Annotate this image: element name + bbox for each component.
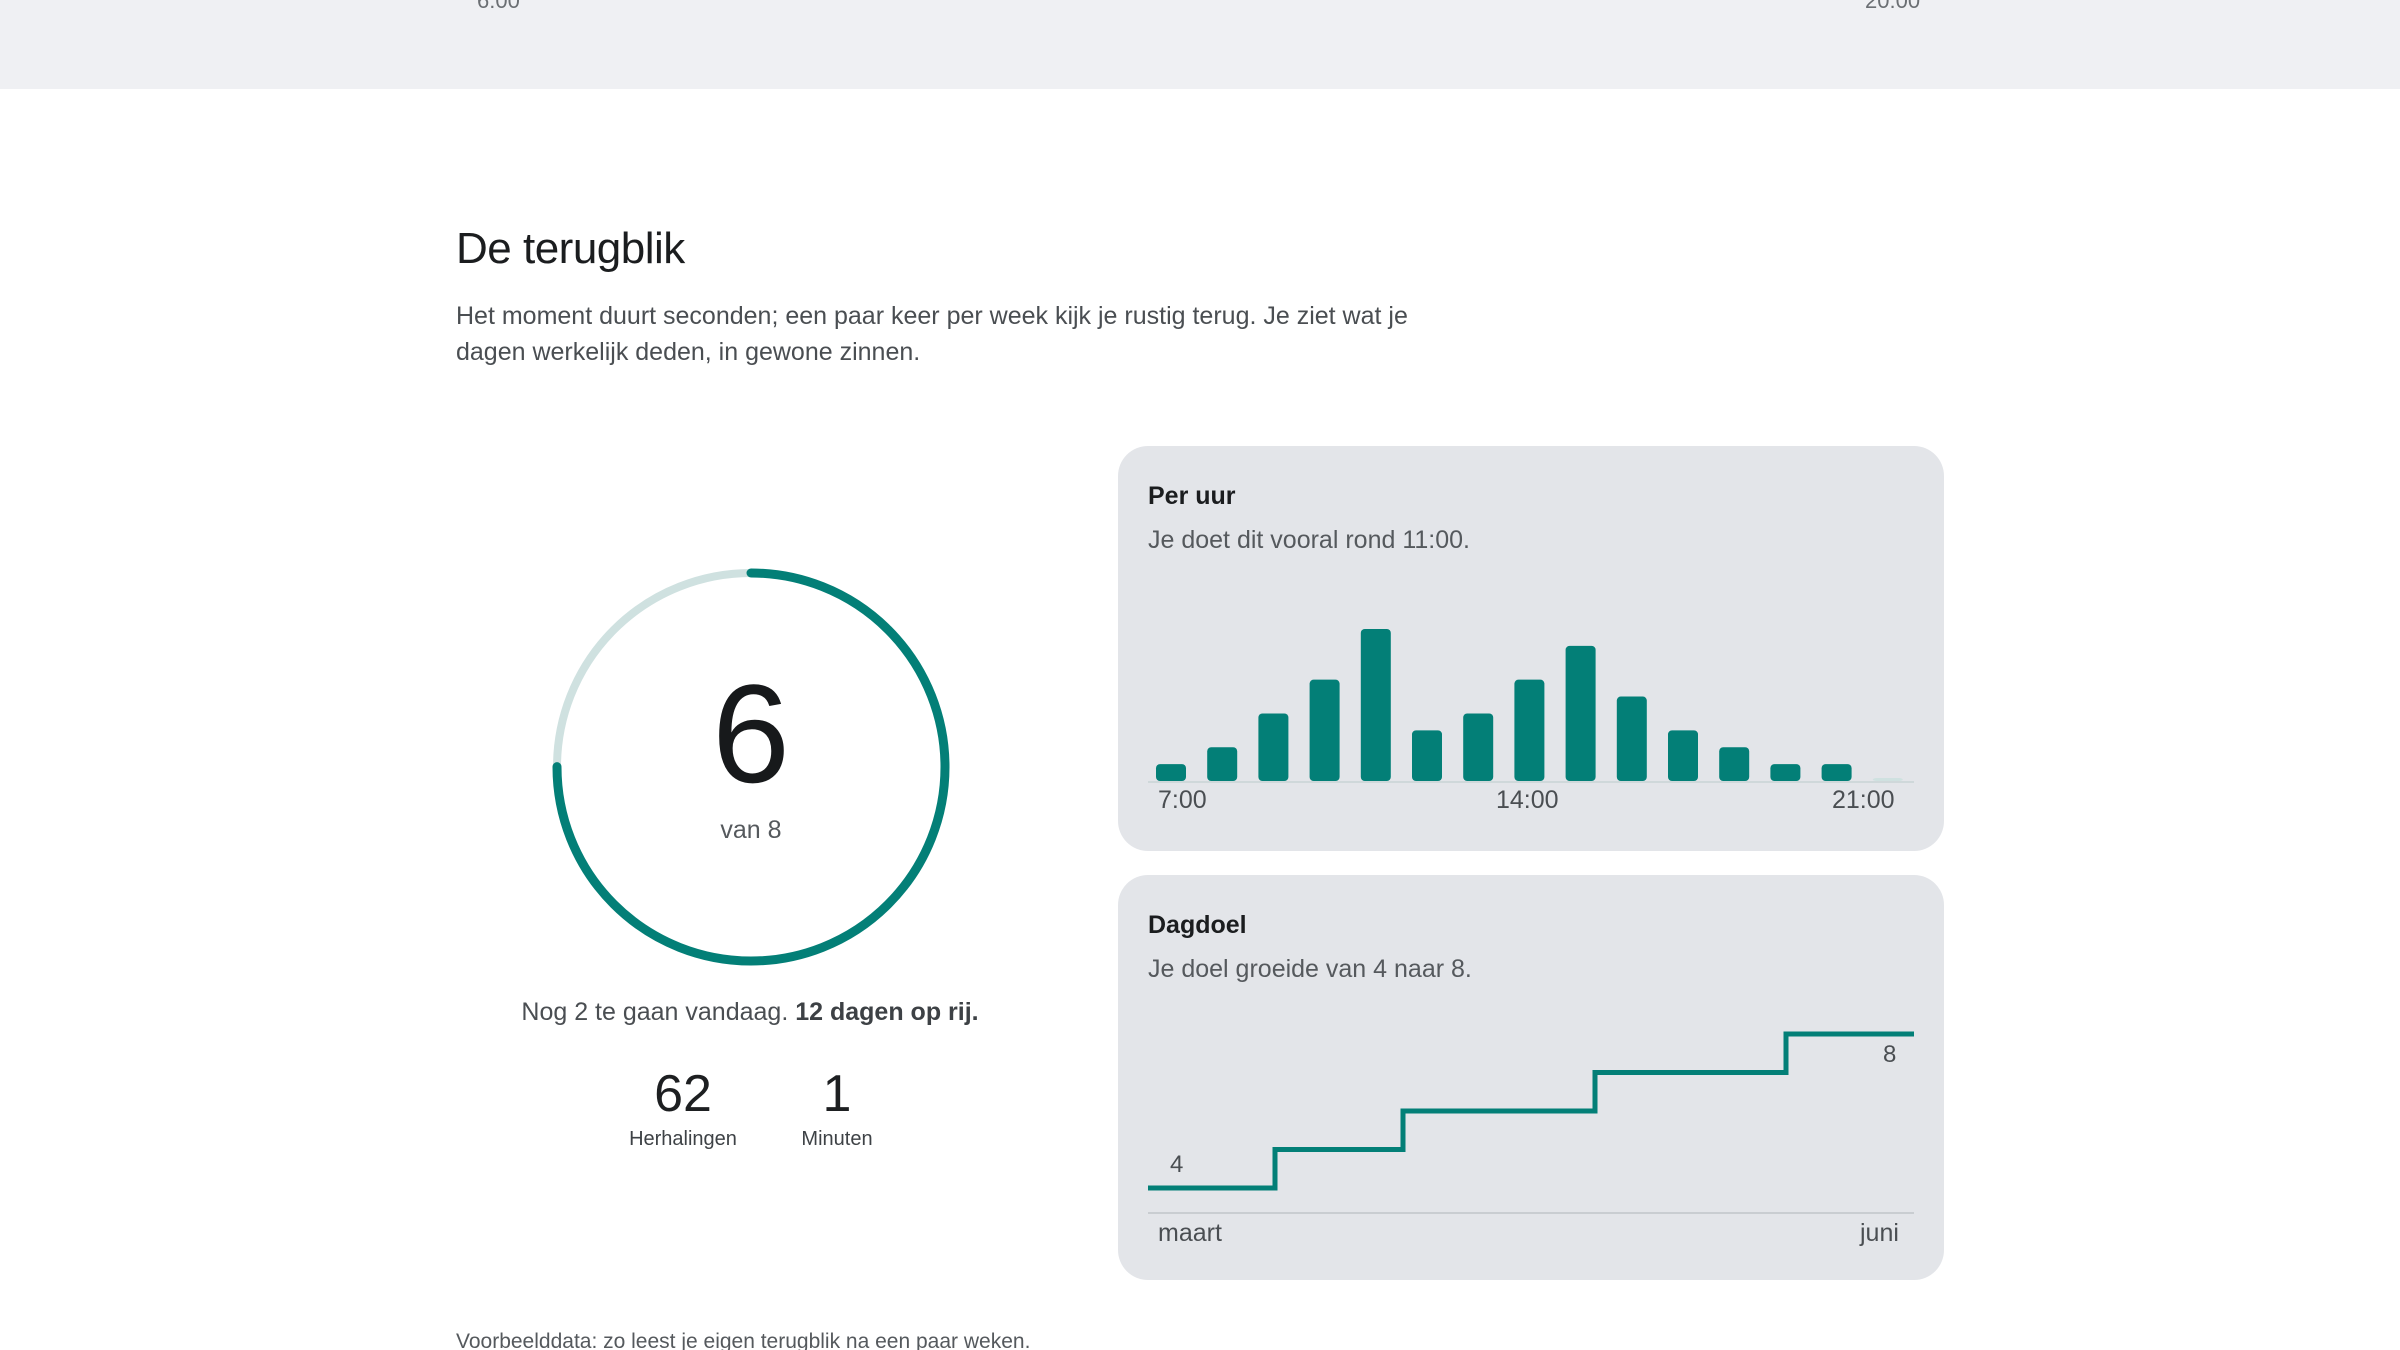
hourly-bar-11:00 (1360, 629, 1391, 781)
stat-minutes: 1 Minuten (782, 1062, 892, 1151)
hourly-card: Per uur Je doet dit vooral rond 11:00. 7… (1118, 446, 1944, 851)
remaining-text: Nog 2 te gaan vandaag. (521, 998, 789, 1026)
hourly-bar-16:00 (1616, 696, 1647, 781)
hourly-bar-20:00 (1821, 764, 1852, 781)
hourly-bar-9:00 (1258, 713, 1289, 781)
goal-x-label-end: juni (1860, 1219, 1899, 1247)
hourly-bar-18:00 (1719, 747, 1750, 781)
goal-step-line (1148, 1031, 1914, 1191)
goal-card-subtitle: Je doel groeide van 4 naar 8. (1148, 955, 1472, 983)
hourly-bar-8:00 (1207, 747, 1238, 781)
goal-card-title: Dagdoel (1148, 911, 1247, 939)
hourly-x-label-start: 7:00 (1158, 786, 1207, 814)
stat-repetitions: 62 Herhalingen (602, 1062, 764, 1151)
section-title: De terugblik (456, 224, 685, 273)
stat-minutes-value: 1 (822, 1065, 852, 1123)
hourly-bar-21:00 (1872, 778, 1903, 781)
stat-repetitions-value: 62 (654, 1065, 712, 1123)
hourly-bar-14:00 (1514, 679, 1545, 781)
hourly-bar-17:00 (1668, 730, 1698, 781)
hourly-bar-19:00 (1770, 764, 1801, 781)
hourly-bar-15:00 (1565, 645, 1596, 781)
streak-text: 12 dagen op rij. (795, 998, 979, 1026)
hourly-bar-13:00 (1463, 713, 1494, 781)
top-axis-tick-left: 6:00 (477, 0, 520, 13)
hourly-x-label-end: 21:00 (1832, 786, 1895, 814)
previous-section-band: 6:00 20:00 (0, 0, 2400, 89)
hourly-bar-7:00 (1156, 764, 1186, 781)
stat-repetitions-label: Herhalingen (629, 1128, 737, 1150)
progress-count: 6 (712, 655, 790, 812)
progress-ring-fill (552, 568, 950, 966)
progress-summary: Nog 2 te gaan vandaag. 12 dagen op rij. (456, 998, 1044, 1027)
hourly-x-label-middle: 14:00 (1496, 786, 1559, 814)
hourly-bar-12:00 (1412, 730, 1442, 781)
goal-end-label: 8 (1883, 1041, 1896, 1068)
daily-progress-ring: 6 van 8 (548, 564, 954, 970)
stat-minutes-label: Minuten (801, 1128, 873, 1150)
goal-start-label: 4 (1170, 1151, 1183, 1178)
hourly-bar-chart (1148, 629, 1914, 783)
section-intro: Het moment duurt seconden; een paar keer… (456, 302, 1408, 366)
goal-step-chart: 48 (1148, 1031, 1914, 1214)
sample-data-footnote: Voorbeelddata: zo leest je eigen terugbl… (456, 1330, 1031, 1350)
top-axis-tick-right: 20:00 (1865, 0, 1921, 13)
progress-goal: van 8 (720, 816, 782, 844)
hourly-bar-10:00 (1309, 679, 1340, 781)
hourly-card-subtitle: Je doet dit vooral rond 11:00. (1148, 526, 1470, 554)
goal-x-label-start: maart (1158, 1219, 1222, 1247)
hourly-card-title: Per uur (1148, 482, 1236, 510)
progress-ring-graphic (552, 568, 950, 966)
